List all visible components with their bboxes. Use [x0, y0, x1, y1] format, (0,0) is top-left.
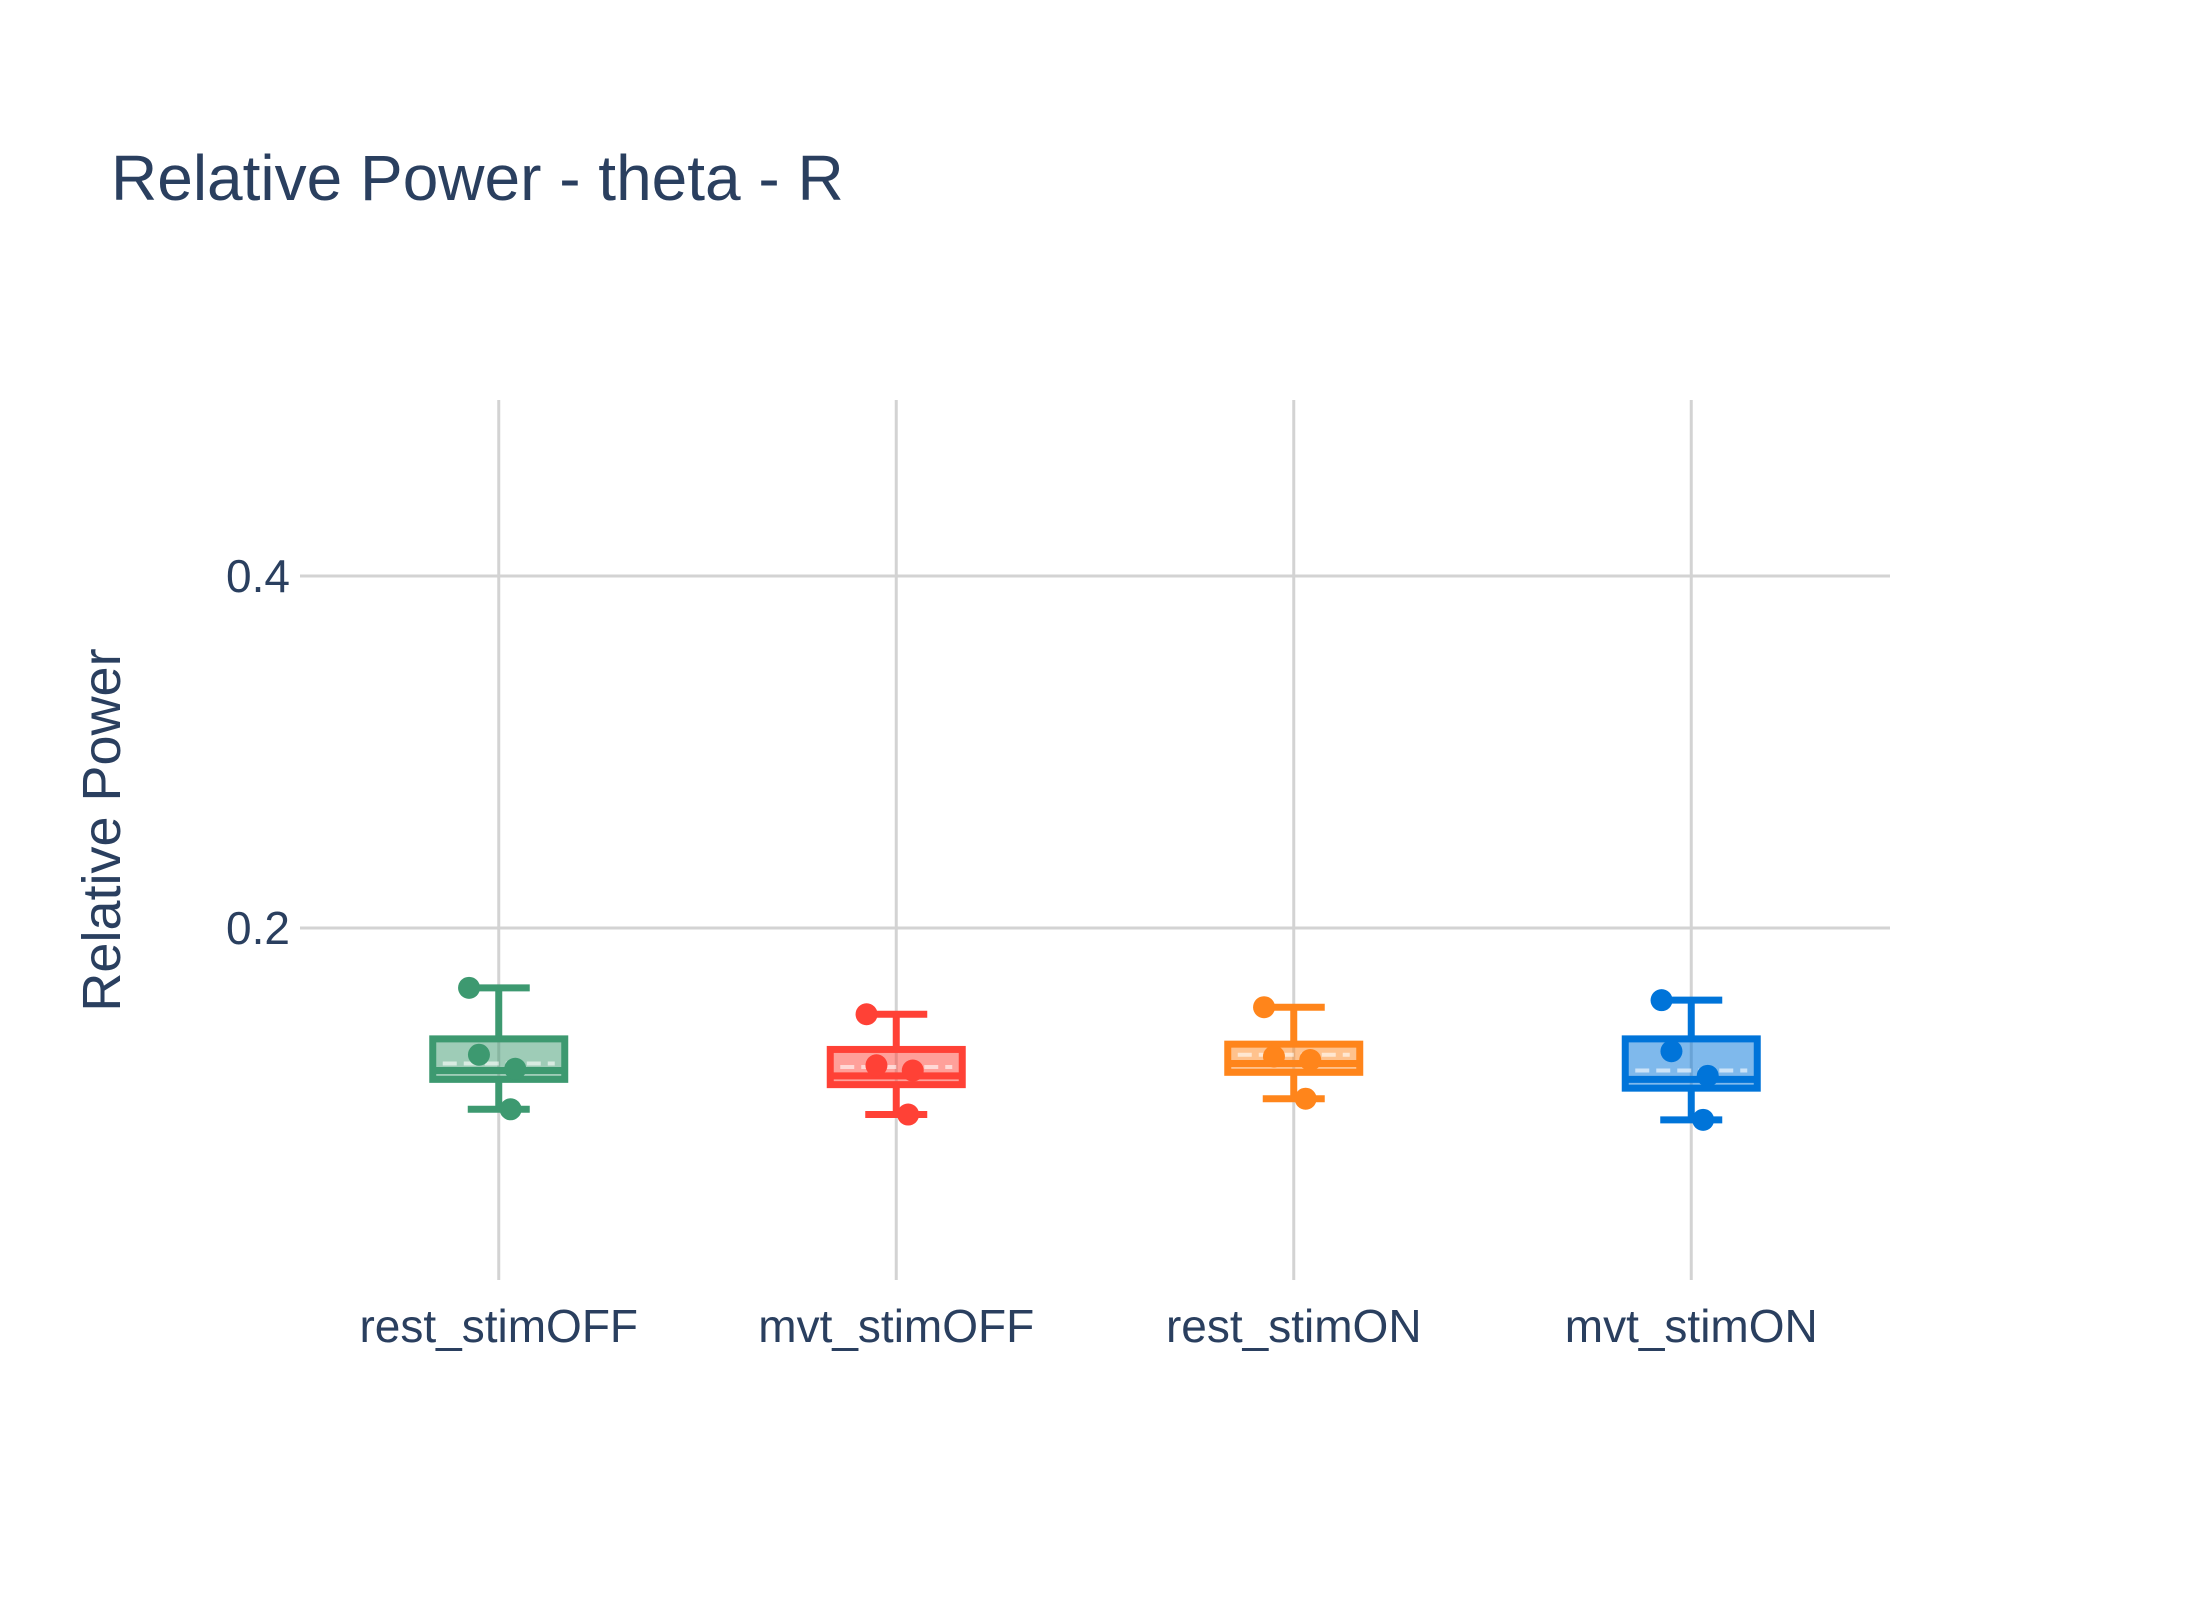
- box-trace-rest_stimON: [1224, 996, 1364, 1110]
- y-axis-title: Relative Power: [72, 648, 132, 1011]
- data-point: [897, 1103, 920, 1126]
- data-point: [1650, 989, 1673, 1012]
- y-axis-ticks: 0.2 0.4: [226, 550, 290, 954]
- data-point: [1299, 1049, 1322, 1071]
- iqr-box: [1224, 1040, 1364, 1076]
- y-tick-label: 0.2: [226, 902, 290, 954]
- box-trace-mvt_stimOFF: [826, 1003, 966, 1126]
- x-tick-label: rest_stimON: [1166, 1300, 1422, 1352]
- data-point: [504, 1057, 527, 1080]
- data-point: [1294, 1087, 1317, 1110]
- box-trace-rest_stimOFF: [429, 976, 569, 1121]
- x-axis-ticks: rest_stimOFF mvt_stimOFF rest_stimON mvt_st…: [359, 1300, 1817, 1352]
- y-tick-label: 0.4: [226, 550, 290, 602]
- data-point: [499, 1098, 522, 1121]
- data-point: [1696, 1064, 1719, 1087]
- data-point: [1660, 1040, 1683, 1063]
- data-point: [865, 1054, 888, 1077]
- x-tick-label: mvt_stimOFF: [758, 1300, 1034, 1352]
- data-point: [1692, 1108, 1715, 1131]
- data-point: [855, 1003, 878, 1026]
- data-point: [1253, 996, 1276, 1019]
- chart-title: Relative Power - theta - R: [111, 142, 844, 214]
- data-point: [901, 1059, 924, 1082]
- box-trace-mvt_stimON: [1621, 989, 1761, 1131]
- x-tick-label: mvt_stimON: [1565, 1300, 1818, 1352]
- data-point: [1262, 1045, 1285, 1068]
- gridlines: [300, 400, 1890, 1280]
- data-point: [467, 1043, 490, 1066]
- box-traces: [429, 976, 1761, 1131]
- x-tick-label: rest_stimOFF: [359, 1300, 638, 1352]
- data-point: [458, 976, 481, 999]
